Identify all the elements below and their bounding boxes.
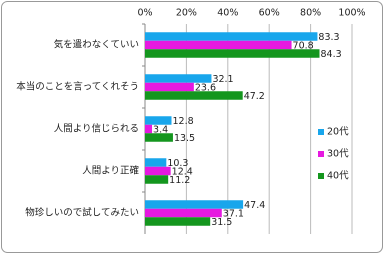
bar [145,91,243,100]
bar [145,32,318,41]
value-label: 10.3 [167,158,188,169]
value-label: 32.1 [212,74,233,85]
value-label: 83.3 [318,32,339,43]
value-label: 47.4 [244,200,265,211]
value-label: 37.1 [223,209,244,220]
bar [145,175,169,184]
bar [145,158,167,167]
x-tick-label: 0% [137,8,152,19]
bar [145,49,320,58]
x-tick-label: 40% [217,8,238,19]
x-tick-label: 60% [259,8,280,19]
value-label: 12.8 [172,116,193,127]
value-label: 31.5 [211,217,232,228]
y-tick-label: 物珍しいので試してみたい [25,207,139,219]
y-tick-label: 本当のことを言ってくれそう [16,81,139,93]
value-label: 47.2 [244,91,265,102]
legend-swatch [318,173,324,179]
x-tick-label: 20% [176,8,197,19]
value-label: 13.5 [174,133,195,144]
y-tick-label: 人間より信じられる [54,123,139,135]
x-tick-label: 100% [338,8,365,19]
bar [145,208,222,218]
value-label: 23.6 [195,83,216,94]
bar [145,217,211,226]
bar [145,116,172,125]
legend-swatch [318,151,324,157]
y-tick-label: 人間より正確 [82,165,139,177]
bar [145,74,212,83]
y-tick-label: 気を遣わなくていい [54,39,139,51]
legend-swatch [318,129,324,135]
value-label: 12.4 [172,167,193,178]
value-label: 84.3 [321,49,342,60]
bar [145,133,173,142]
value-label: 70.8 [293,41,314,52]
legend-label: 30代 [327,149,349,160]
legend-label: 20代 [327,127,349,138]
bar [145,82,194,92]
value-label: 3.4 [153,125,168,136]
x-tick-label: 80% [300,8,321,19]
bar [145,124,153,134]
bar [145,200,244,209]
value-label: 11.2 [169,175,190,186]
bar [145,166,171,176]
legend-label: 40代 [327,171,349,182]
bar [145,40,292,50]
